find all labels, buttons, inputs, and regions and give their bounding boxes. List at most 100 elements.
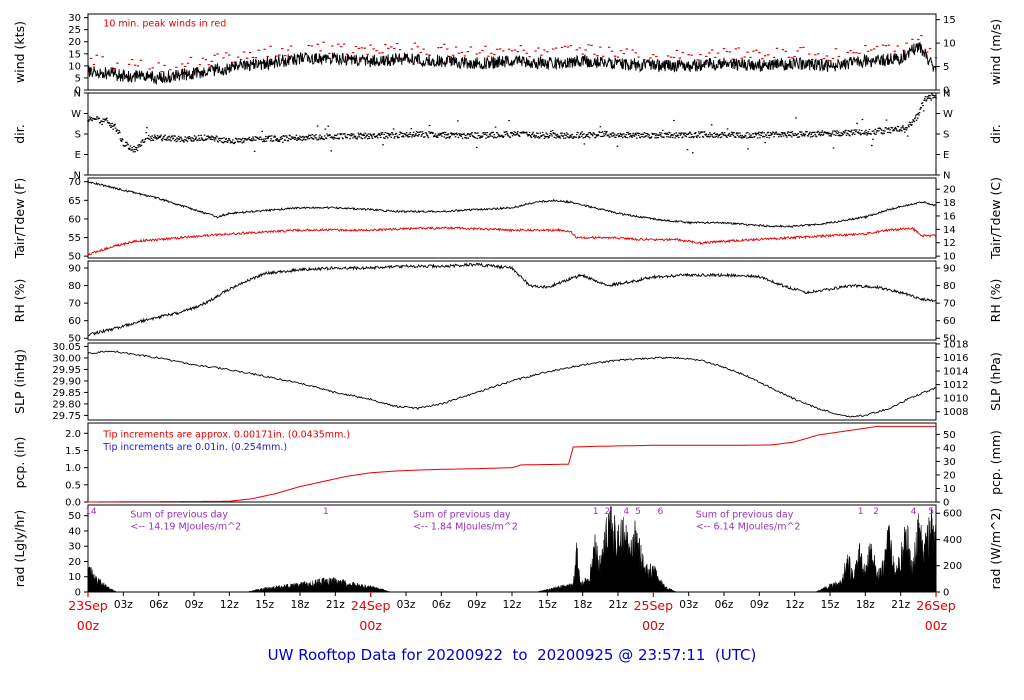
svg-text:4: 4 — [623, 507, 629, 517]
series-tair — [87, 180, 937, 229]
annotation-rad-5: <-- 6.14 MJoules/m^2 — [696, 522, 801, 533]
svg-text:18z: 18z — [856, 599, 875, 611]
svg-text:60: 60 — [68, 316, 81, 327]
panel-tair: 50 55 60 65 70 10 12 14 16 18 20 Tair/Tdew (F) Tair/… — [12, 177, 1003, 263]
day-label-0: 23Sep — [68, 598, 108, 613]
svg-text:5: 5 — [635, 507, 641, 517]
yaxis-label-right-rad: rad (W/m^2) — [988, 508, 1003, 590]
yaxis-label-left-rh: RH (%) — [12, 279, 27, 323]
svg-text:W: W — [71, 109, 81, 120]
svg-text:90: 90 — [943, 264, 956, 275]
svg-text:06z: 06z — [715, 599, 734, 611]
svg-text:00z: 00z — [925, 618, 948, 633]
svg-text:15z: 15z — [255, 599, 274, 611]
svg-text:70: 70 — [68, 177, 81, 188]
yaxis-label-left-tair: Tair/Tdew (F) — [12, 178, 27, 259]
svg-text:N: N — [943, 89, 950, 100]
svg-text:E: E — [943, 150, 949, 161]
svg-text:65: 65 — [68, 196, 81, 207]
svg-text:200: 200 — [943, 561, 962, 572]
svg-text:30: 30 — [68, 542, 81, 553]
svg-text:10: 10 — [943, 39, 956, 50]
svg-text:00z: 00z — [359, 618, 382, 633]
svg-text:29.95: 29.95 — [52, 365, 81, 376]
svg-text:90: 90 — [68, 264, 81, 275]
svg-text:1: 1 — [858, 507, 864, 517]
svg-text:15: 15 — [943, 15, 956, 26]
svg-text:5: 5 — [75, 73, 81, 84]
svg-text:5: 5 — [943, 62, 949, 73]
svg-text:00z: 00z — [77, 618, 100, 633]
panel-pcp: 0.0 0.5 1.0 1.5 2.0 0 10 20 30 40 50 pcp. (in) pcp. … — [12, 422, 1003, 509]
svg-text:15: 15 — [68, 49, 81, 60]
svg-text:0.5: 0.5 — [65, 480, 81, 491]
svg-text:20: 20 — [943, 470, 956, 481]
svg-text:0: 0 — [75, 588, 81, 599]
svg-text:03z: 03z — [397, 599, 416, 611]
svg-text:16: 16 — [943, 211, 956, 222]
panel-rad: 0 10 20 30 40 50 0 200 400 600 rad (Lgly/hr) rad (W… — [12, 504, 1003, 599]
panel-frame-tair — [87, 177, 937, 259]
svg-text:S: S — [943, 130, 949, 141]
svg-text:09z: 09z — [750, 599, 769, 611]
svg-text:1: 1 — [593, 507, 599, 517]
svg-text:50: 50 — [943, 430, 956, 441]
svg-text:29.75: 29.75 — [52, 411, 81, 422]
svg-text:30: 30 — [943, 457, 956, 468]
svg-text:80: 80 — [943, 281, 956, 292]
panel-frame-wind — [87, 13, 937, 91]
svg-text:50: 50 — [68, 252, 81, 263]
svg-text:30: 30 — [68, 13, 81, 24]
svg-text:2: 2 — [873, 507, 879, 517]
svg-text:80: 80 — [68, 281, 81, 292]
svg-text:12: 12 — [943, 238, 956, 249]
series-rh — [87, 262, 937, 337]
svg-text:1.0: 1.0 — [65, 463, 81, 474]
svg-text:60: 60 — [68, 214, 81, 225]
day-label-3: 26Sep — [916, 598, 956, 613]
day-label-2: 25Sep — [634, 598, 674, 613]
svg-text:E: E — [75, 150, 81, 161]
panel-frame-pcp — [87, 422, 937, 503]
annotation-rad-0: Sum of previous day — [130, 509, 228, 520]
svg-text:0: 0 — [943, 86, 949, 97]
annotation-rad-2: Sum of previous day — [413, 509, 511, 520]
svg-text:20: 20 — [68, 37, 81, 48]
svg-text:1008: 1008 — [943, 407, 968, 418]
svg-text:20: 20 — [68, 557, 81, 568]
svg-text:12z: 12z — [785, 599, 804, 611]
svg-text:06z: 06z — [149, 599, 168, 611]
svg-text:50: 50 — [68, 334, 81, 345]
svg-text:N: N — [943, 171, 950, 182]
series-tdew — [87, 226, 937, 256]
svg-text:0: 0 — [943, 588, 949, 599]
yaxis-label-left-slp: SLP (inHg) — [12, 349, 27, 414]
x-axis: 03z 06z 09z 12z 15z 18z 21z 03z 06z 09z 12z 15z 18z 2… — [68, 592, 956, 633]
series-slp — [87, 350, 937, 418]
svg-text:09z: 09z — [185, 599, 204, 611]
svg-text:50: 50 — [68, 511, 81, 522]
annotation-pcp-1: Tip increments are 0.01in. (0.254mm.) — [102, 442, 287, 453]
svg-text:40: 40 — [943, 443, 956, 454]
annotation-rad-1: <-- 14.19 MJoules/m^2 — [130, 522, 241, 533]
annotation-rad-3: <-- 1.84 MJoules/m^2 — [413, 522, 518, 533]
svg-text:03z: 03z — [679, 599, 698, 611]
svg-text:2.0: 2.0 — [65, 429, 81, 440]
svg-text:40: 40 — [68, 526, 81, 537]
yaxis-label-right-wind: wind (m/s) — [988, 19, 1003, 85]
svg-text:60: 60 — [943, 316, 956, 327]
yaxis-label-right-slp: SLP (hPa) — [988, 352, 1003, 411]
svg-text:30.00: 30.00 — [52, 353, 81, 364]
svg-text:14: 14 — [943, 225, 956, 236]
svg-text:06z: 06z — [432, 599, 451, 611]
svg-text:15z: 15z — [538, 599, 557, 611]
svg-text:1016: 1016 — [943, 353, 968, 364]
panel-frame-slp — [87, 342, 937, 421]
yaxis-label-left-rad: rad (Lgly/hr) — [12, 510, 27, 588]
yaxis-label-right-dir: dir. — [988, 124, 1003, 143]
svg-text:25: 25 — [68, 25, 81, 36]
series-wind-direction — [87, 93, 937, 154]
